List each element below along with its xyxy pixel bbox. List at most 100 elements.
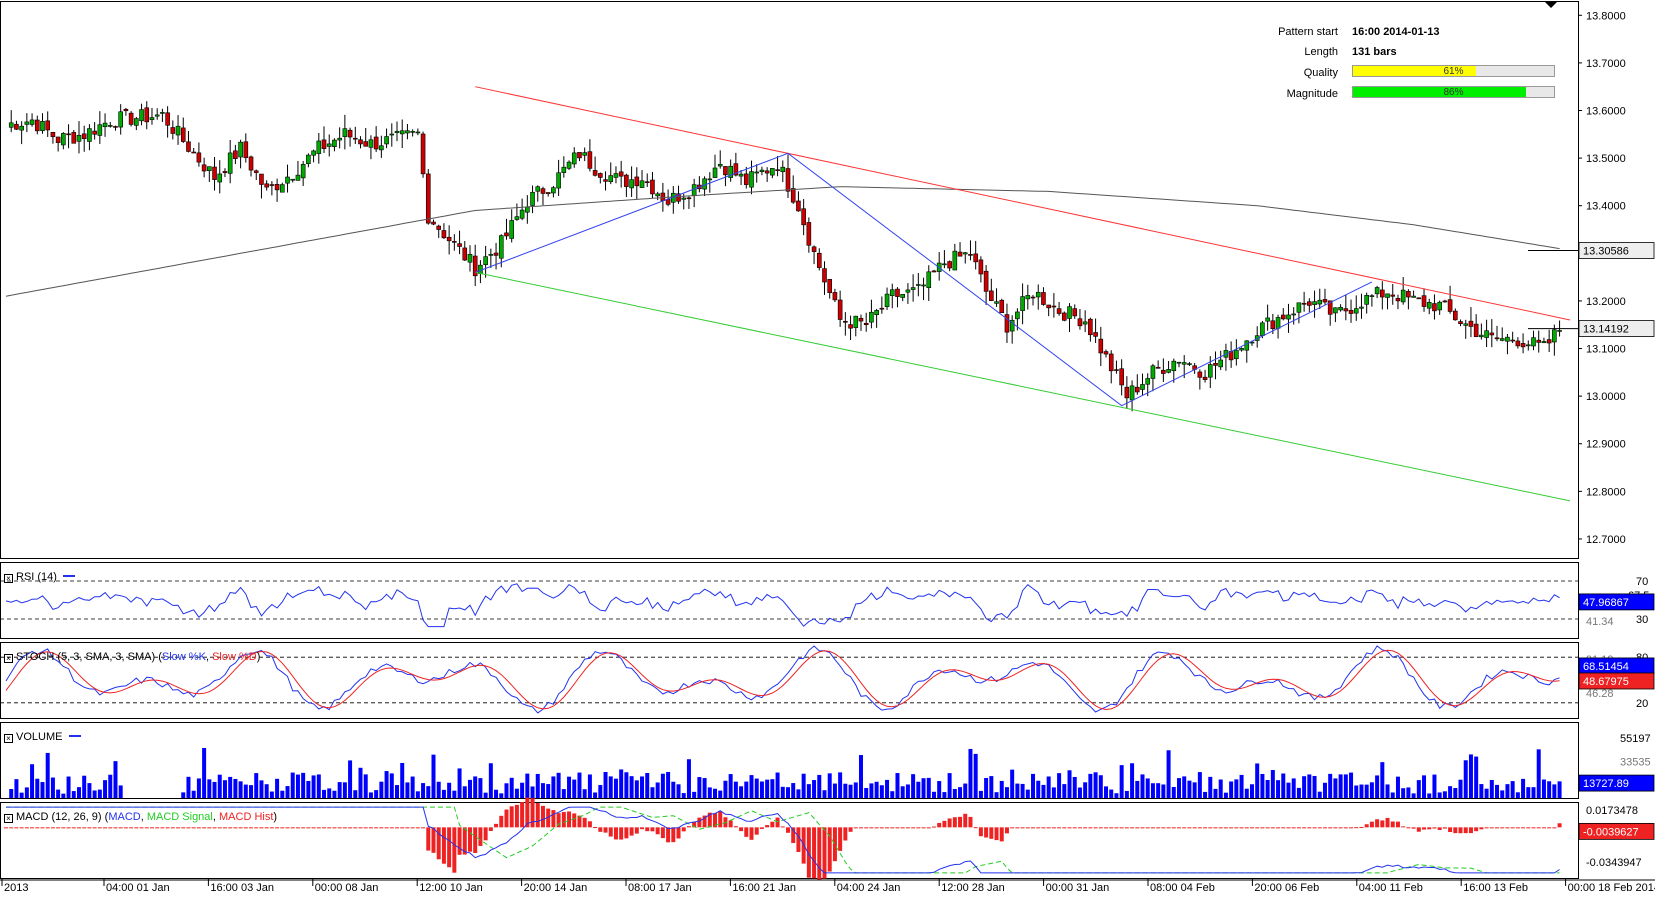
macd-hist-bar (577, 815, 582, 828)
macd-hist-bar (1375, 819, 1380, 828)
candle-down (14, 123, 19, 130)
volume-bar (1025, 789, 1030, 798)
volume-bar (1109, 789, 1114, 798)
macd-hist-bar (316, 827, 321, 829)
volume-bar (817, 774, 822, 798)
macd-hist-bar (775, 817, 780, 828)
candle-up (1171, 360, 1177, 371)
volume-bar (806, 784, 811, 798)
candle-up (207, 166, 212, 172)
macd-hist-bar (499, 815, 504, 828)
volume-bar (1031, 773, 1036, 798)
candle-up (1463, 323, 1469, 326)
candle-down (493, 252, 499, 256)
volume-bar (587, 774, 592, 798)
macd-hist-bar (45, 827, 50, 829)
candle-up (509, 220, 514, 239)
volume-bar (676, 784, 681, 798)
macd-hist-bar (514, 804, 519, 828)
volume-bar (1505, 784, 1510, 798)
macd-hist-bar (676, 827, 681, 839)
rsi-pane-label: × RSI (14) (4, 571, 76, 583)
macd-hist-bar (1369, 821, 1374, 828)
macd-hist-bar (520, 802, 525, 828)
candle-up (1286, 314, 1291, 320)
candle-up (19, 125, 24, 131)
volume-bar (488, 763, 493, 798)
pane-border-vol (0, 722, 1579, 799)
candle-down (1390, 294, 1396, 297)
pane-border-rsi (0, 562, 1579, 639)
candle-up (1291, 313, 1296, 316)
x-tick-label: 20:00 14 Jan (524, 882, 588, 894)
volume-bar (640, 776, 645, 798)
volume-bar (827, 773, 832, 798)
candle-up (394, 130, 400, 133)
volume-bar (754, 778, 759, 798)
candle-down (598, 173, 603, 178)
macd-hist-bar (1338, 827, 1343, 829)
candle-down (92, 130, 97, 135)
volume-bar (233, 778, 238, 798)
macd-hist-bar (832, 827, 837, 862)
macd-hist-bar (1333, 827, 1338, 829)
candle-down (1270, 320, 1276, 330)
macd-hist-bar (1276, 827, 1281, 829)
volume-bar (494, 789, 499, 798)
volume-bar (348, 760, 353, 798)
pane-toggle-icon[interactable]: × (4, 654, 13, 663)
candle-up (707, 178, 713, 181)
candle-down (592, 170, 598, 176)
volume-bar (1197, 772, 1202, 798)
macd-hist-bar (1088, 827, 1093, 829)
macd-hist-bar (1208, 827, 1213, 829)
volume-bar (264, 784, 269, 798)
candle-down (1494, 337, 1500, 340)
macd-hist-bar (858, 827, 863, 829)
candle-down (947, 261, 952, 269)
macd-hist-bar (1505, 827, 1510, 829)
macd-hist-bar (593, 827, 598, 829)
candle-up (1426, 302, 1432, 309)
x-tick-label: 20:00 06 Feb (1254, 882, 1319, 894)
macd-hist-bar (796, 827, 801, 853)
candle-up (1234, 349, 1239, 360)
macd-hist-bar (1260, 827, 1265, 829)
volume-bar (76, 787, 81, 798)
candle-down (1473, 323, 1479, 338)
volume-bar (619, 769, 624, 798)
macd-hist-bar (149, 827, 154, 829)
macd-hist-bar (24, 827, 29, 829)
volume-bar (681, 793, 686, 798)
pane-toggle-icon[interactable]: × (4, 734, 13, 743)
volume-bar (551, 776, 556, 798)
macd-hist-bar (1343, 827, 1348, 829)
volume-bar (567, 776, 572, 798)
pane-toggle-icon[interactable]: × (4, 574, 13, 583)
candle-down (587, 151, 593, 169)
candle-down (848, 324, 853, 329)
candle-down (269, 184, 275, 186)
volume-bar (395, 785, 399, 798)
volume-bar (650, 787, 655, 798)
volume-bar (301, 772, 306, 798)
volume-bar (82, 775, 87, 798)
price-tick-label: 12.7000 (1586, 534, 1626, 546)
macd-hist-bar (1203, 827, 1208, 829)
macd-hist-bar (780, 826, 785, 828)
volume-bar (447, 782, 452, 798)
macd-hist-bar (1317, 827, 1322, 829)
candle-up (316, 140, 322, 154)
pane-toggle-icon[interactable]: × (4, 814, 13, 823)
macd-hist-bar (681, 827, 686, 832)
volume-bar (285, 786, 290, 798)
macd-hist-bar (978, 827, 983, 837)
candle-down (431, 221, 436, 225)
volume-bar (546, 784, 551, 798)
candle-down (436, 225, 442, 230)
volume-bar (1229, 781, 1234, 798)
candle-up (467, 253, 473, 263)
volume-bar (514, 788, 519, 798)
volume-bar (1458, 779, 1463, 798)
